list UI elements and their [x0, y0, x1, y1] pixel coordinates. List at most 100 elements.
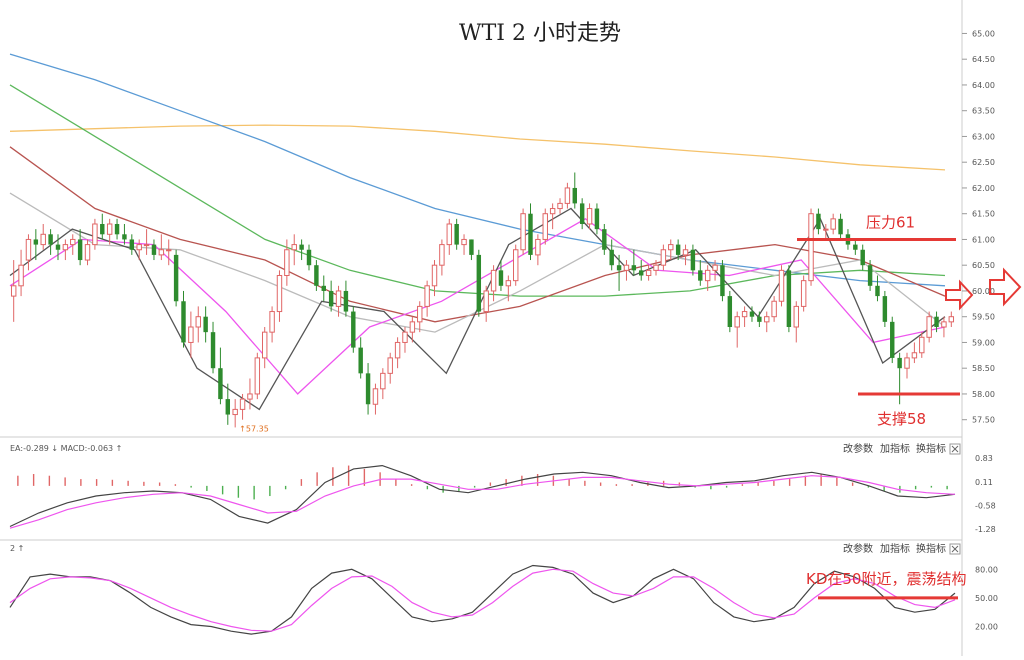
candle-body [195, 316, 201, 328]
macd-close-icon[interactable] [949, 443, 961, 455]
candle-body [143, 244, 150, 247]
candle-body [616, 265, 622, 271]
moving-average-line [9, 146, 946, 323]
candle-body [660, 249, 667, 266]
candle-body [757, 316, 762, 322]
candle-body [572, 187, 577, 204]
macd-toolbar: 改参数 加指标 换指标 [843, 442, 961, 455]
candle-body [594, 208, 600, 230]
candle-body [890, 321, 895, 358]
macd-edit-params-button[interactable]: 改参数 [843, 442, 873, 455]
candle-body [764, 316, 770, 323]
candle-body [830, 218, 836, 230]
price-tick-label: 60.00 [972, 287, 995, 296]
candle-body [941, 321, 947, 328]
kd-tick-label: 20.00 [975, 622, 998, 631]
candle-body [653, 264, 659, 271]
candle-body [542, 213, 548, 240]
candle-body [823, 228, 829, 231]
candle-body [513, 249, 519, 282]
candle-body [867, 265, 873, 286]
macd-switch-indicator-button[interactable]: 换指标 [916, 442, 946, 455]
candle-body [712, 264, 718, 271]
candle-body [816, 213, 821, 230]
low-price-label: ↑57.35 [239, 424, 269, 433]
candle-body [528, 213, 533, 255]
price-tick-label: 63.00 [972, 132, 995, 141]
macd-dea-line [9, 475, 956, 529]
candle-body [351, 311, 356, 348]
price-annotations: 压力61 支撑58 [797, 213, 960, 428]
candle-body [203, 316, 208, 333]
candle-body [106, 223, 113, 235]
candle-body [469, 239, 474, 255]
price-tick-label: 59.50 [972, 313, 995, 322]
candle-body [417, 305, 423, 323]
candle-body [490, 269, 497, 292]
kd-k-line [9, 564, 956, 635]
kd-toolbar: 改参数 加指标 换指标 [843, 542, 961, 555]
candle-body [741, 311, 748, 318]
candle-body [690, 249, 696, 271]
candle-body [380, 372, 386, 390]
price-tick-label: 63.50 [972, 107, 995, 116]
candle-body [609, 249, 614, 266]
candle-body [387, 357, 393, 374]
candle-body [314, 265, 319, 286]
price-tick-label: 57.50 [972, 416, 995, 425]
kd-label: 2 ↑ [10, 544, 24, 553]
macd-tick-label: -1.28 [975, 525, 996, 534]
candle-body [100, 224, 105, 235]
candle-body [173, 254, 179, 302]
price-tick-label: 58.50 [972, 364, 995, 373]
candle-body [948, 316, 955, 323]
kd-switch-indicator-button[interactable]: 换指标 [916, 542, 946, 555]
candle-body [254, 357, 261, 395]
main-price-axis: 65.00 64.50 64.00 63.50 63.00 62.50 62.00 61.50… [962, 29, 995, 425]
kd-add-indicator-button[interactable]: 加指标 [880, 542, 910, 555]
candle-body [62, 244, 69, 251]
kd-tick-label: 50.00 [975, 594, 998, 603]
candle-body [639, 270, 644, 276]
candle-body [926, 316, 932, 338]
candle-body [372, 388, 379, 405]
candle-body [454, 224, 459, 245]
candle-body [439, 244, 445, 266]
kd-lines [9, 564, 956, 635]
arrow-right-icon [989, 267, 1022, 307]
candle-body [579, 203, 585, 224]
macd-add-indicator-button[interactable]: 加指标 [880, 442, 910, 455]
kd-edit-params-button[interactable]: 改参数 [843, 542, 873, 555]
price-tick-label: 59.00 [972, 338, 995, 347]
price-tick-label: 64.50 [972, 55, 995, 64]
candle-body [55, 244, 61, 250]
candle-body [520, 213, 526, 251]
kd-close-icon[interactable] [949, 543, 961, 555]
candle-body [18, 264, 24, 287]
candle-body [483, 290, 489, 313]
price-tick-label: 58.00 [972, 390, 995, 399]
candle-body [720, 265, 725, 297]
candle-body [623, 264, 630, 271]
candle-body [10, 285, 17, 297]
candle-body [800, 280, 807, 307]
candle-body [394, 341, 401, 359]
candle-body [675, 244, 681, 255]
candle-body [853, 244, 858, 250]
candle-body [919, 336, 925, 354]
candle-body [727, 296, 733, 327]
candle-body [284, 249, 290, 276]
candle-body [838, 218, 843, 235]
candle-body [564, 187, 571, 204]
price-tick-label: 64.00 [972, 81, 995, 90]
candle-body [70, 238, 76, 246]
candle-body [749, 311, 755, 317]
kd-annotation-label: KD在50附近，震荡结构 [806, 570, 966, 588]
price-tick-label: 65.00 [972, 29, 995, 38]
candle-body [602, 229, 607, 250]
kd-d-line [9, 568, 956, 632]
moving-average-line [9, 124, 946, 171]
candle-body [549, 208, 556, 215]
candle-body [645, 269, 652, 277]
